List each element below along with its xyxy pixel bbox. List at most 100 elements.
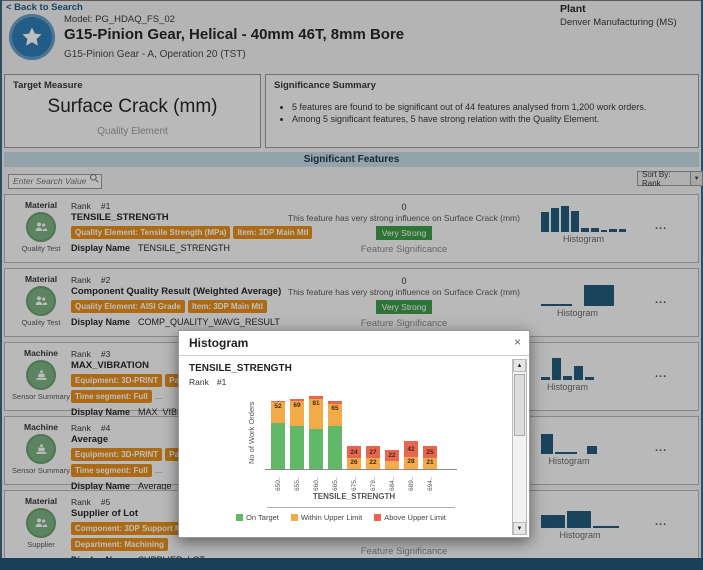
feature-significance-block: Feature Significance <box>266 543 542 557</box>
row-menu[interactable]: ... <box>655 220 668 232</box>
feature-name: Supplier of Lot <box>71 508 139 519</box>
bottom-status-bar <box>0 558 703 570</box>
y-axis-label: No of Work Orders <box>247 401 256 465</box>
dialog-feature-name: TENSILE_STRENGTH <box>189 363 292 374</box>
category-sub-label: Sensor Summary <box>12 466 70 475</box>
influence-text: This feature has very strong influence o… <box>288 287 520 297</box>
chevron-down-icon: ▼ <box>690 172 702 185</box>
sparkline-bars <box>541 500 619 528</box>
histogram-label: Histogram <box>546 382 588 392</box>
feature-significance-label: Feature Significance <box>360 546 448 557</box>
tag-quality-element: Quality Element: AISI Grade <box>71 300 185 313</box>
tag-item: Item: 3DP Main Mtl <box>233 226 313 239</box>
feature-category: Machine Sensor Summary <box>11 422 71 475</box>
histogram-sparkline[interactable]: Histogram <box>541 500 619 540</box>
feature-main: Rank #3 MAX_VIBRATION Equipment: 3D-PRINT… <box>71 349 371 417</box>
tag-quality-element: Quality Element: Tensile Strength (MPa) <box>71 226 231 239</box>
status-badge: Very Strong <box>375 226 433 240</box>
display-name-line: Display Name MAX_VIBRATION <box>71 407 211 417</box>
page-title: G15-Pinion Gear, Helical - 40mm 46T, 8mm… <box>64 26 405 43</box>
category-label: Machine <box>23 422 58 432</box>
scroll-up-icon[interactable]: ▲ <box>513 359 526 372</box>
row-menu[interactable]: ... <box>655 294 668 306</box>
category-sub-label: Quality Test <box>21 318 61 327</box>
feature-significance-label: Feature Significance <box>360 318 448 329</box>
search-input[interactable] <box>8 173 102 189</box>
dialog-rank-line: Rank #1 <box>189 377 227 387</box>
feature-row-rank1[interactable]: Material Quality Test Rank #1 TENSILE_STR… <box>4 194 699 263</box>
dialog-title: Histogram <box>189 336 249 350</box>
feature-category: Machine Sensor Summary <box>11 348 71 401</box>
significance-summary-bullets: 5 features are found to be significant o… <box>292 101 646 125</box>
dialog-header: Histogram × <box>179 331 529 356</box>
model-label: Model: PG_HDAQ_FS_02 <box>64 14 175 25</box>
close-icon[interactable]: × <box>513 335 521 349</box>
rank-line: Rank #2 <box>71 275 111 285</box>
feature-main: Rank#4 Average Equipment: 3D-PRINT Param… <box>71 423 371 491</box>
page-subtitle: G15-Pinion Gear - A, Operation 20 (TST) <box>64 49 246 60</box>
feature-row-rank2[interactable]: Material Quality Test Rank #2 Component Q… <box>4 268 699 337</box>
category-sub-label: Supplier <box>27 540 55 549</box>
target-measure-value: Surface Crack (mm) <box>47 96 218 117</box>
histogram-dialog: Histogram × TENSILE_STRENGTH Rank #1 No o… <box>178 330 530 538</box>
sparkline-bars <box>541 426 597 454</box>
feature-category: Material Supplier <box>11 496 71 549</box>
scroll-down-icon[interactable]: ▼ <box>513 522 526 535</box>
histogram-sparkline[interactable]: Histogram <box>541 204 626 244</box>
legend-item: Above Upper Limit <box>374 513 446 522</box>
plant-block: Plant Denver Manufacturing (MS) <box>560 3 677 28</box>
star-icon <box>22 27 42 46</box>
display-name-line: Display Name TENSILE_STRENGTH <box>71 243 231 253</box>
star-circle-icon <box>9 14 55 60</box>
rank-line: Rank #3 <box>71 349 111 359</box>
row-menu[interactable]: ... <box>655 442 668 454</box>
significance-summary-label: Significance Summary <box>274 80 376 91</box>
sparkline-bars <box>541 204 626 232</box>
back-to-search-link[interactable]: < Back to Search <box>6 2 83 13</box>
rank-line: Rank #5 <box>71 497 111 507</box>
scrollbar-thumb[interactable] <box>514 374 525 436</box>
sort-by-dropdown[interactable]: Sort By: Rank ▼ <box>637 170 703 188</box>
sparkline-bars <box>541 278 614 306</box>
stacked-bar-chart: 52 69 81 65 24 26 27 22 22 42 28 25 21 <box>271 377 437 469</box>
tags-overflow-ellipsis: … <box>154 392 163 401</box>
summary-bullet: Among 5 significant features, 5 have str… <box>292 113 646 125</box>
feature-name: MAX_VIBRATION <box>71 360 149 371</box>
influence-text: This feature has very strong influence o… <box>288 213 520 223</box>
feature-main: Rank #1 TENSILE_STRENGTH Quality Element:… <box>71 201 371 253</box>
category-label: Material <box>24 200 58 210</box>
display-name-line: Display Name Average <box>71 481 172 491</box>
significance-summary-panel: Significance Summary 5 features are foun… <box>265 74 699 148</box>
section-header: Significant Features <box>4 152 699 167</box>
feature-significance-block: 0 This feature has very strong influence… <box>266 202 542 255</box>
histogram-label: Histogram <box>548 456 590 466</box>
influence-value: 0 <box>401 276 407 286</box>
tag-equipment: Equipment: 3D-PRINT <box>71 448 163 461</box>
row-menu[interactable]: ... <box>655 516 668 528</box>
target-measure-sub: Quality Element <box>97 126 168 137</box>
histogram-sparkline[interactable]: Histogram <box>541 352 594 392</box>
feature-main: Rank #2 Component Quality Result (Weighte… <box>71 275 371 327</box>
dialog-scrollbar[interactable]: ▲ ▼ <box>512 359 527 535</box>
x-axis-ticks: 650.. 655.. 660.. 665.. 675.. 679.. 684.. 689..… <box>274 476 434 491</box>
display-name-line: Display Name COMP_QUALITY_WAVG_RESULT <box>71 317 280 327</box>
plant-value: Denver Manufacturing (MS) <box>560 17 677 28</box>
histogram-sparkline[interactable]: Histogram <box>541 426 597 466</box>
search-box <box>8 171 102 189</box>
x-axis-line <box>265 469 457 470</box>
category-label: Material <box>24 496 58 506</box>
tag-item: Item: 3DP Main Mtl <box>187 300 267 313</box>
tags-overflow-ellipsis: … <box>154 466 163 475</box>
influence-value: 0 <box>401 202 407 212</box>
chart-legend: On Target Within Upper Limit Above Upper L… <box>189 513 493 522</box>
tag-component: Component: 3DP Support Mtl <box>71 522 191 535</box>
tag-time-segment: Time segment: Full <box>71 390 152 403</box>
histogram-sparkline[interactable]: Histogram <box>541 278 614 318</box>
row-menu[interactable]: ... <box>655 368 668 380</box>
search-icon[interactable] <box>89 173 100 184</box>
feature-significance-block: 0 This feature has very strong influence… <box>266 276 542 329</box>
histogram-label: Histogram <box>562 234 604 244</box>
tag-equipment: Equipment: 3D-PRINT <box>71 374 163 387</box>
feature-name: TENSILE_STRENGTH <box>71 212 169 223</box>
